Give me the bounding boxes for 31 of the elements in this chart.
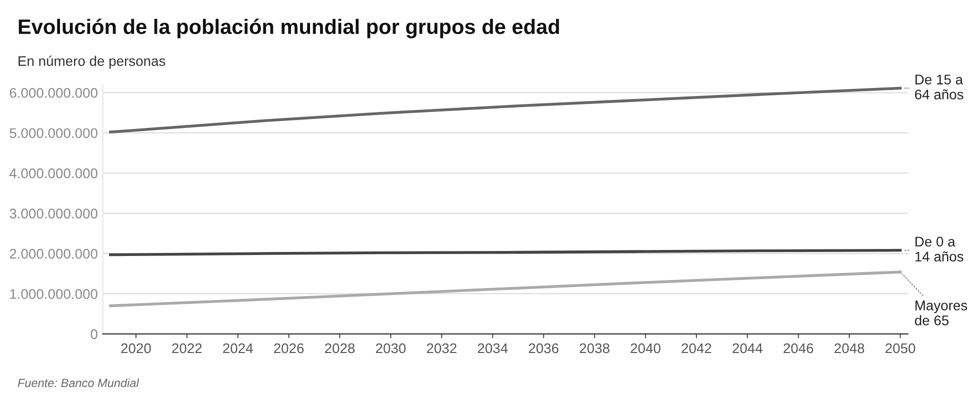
x-tick-label: 2028	[325, 343, 355, 354]
x-tick-label: 2024	[223, 343, 253, 354]
x-tick-label: 2034	[478, 343, 508, 354]
series-label: De 15 a 64 años	[915, 74, 964, 100]
x-tick-label: 2044	[732, 343, 762, 354]
text: Mayores de 65	[914, 300, 968, 326]
x-tick-label: 2026	[274, 343, 304, 354]
line-series	[109, 270, 902, 308]
x-tick-label: 2020	[121, 343, 151, 354]
x-tick-label: 2050	[886, 343, 916, 354]
x-tick-label: 2042	[682, 343, 712, 354]
series-label: De 0 a 14 años	[915, 236, 964, 262]
y-tick-label: 4.000.000.000	[9, 168, 98, 178]
x-tick-label: 2046	[784, 343, 814, 354]
source-note: Fuente: Banco Mundial	[18, 378, 140, 388]
x-tick-label: 2030	[376, 343, 406, 354]
x-tick-label: 2032	[426, 343, 456, 354]
y-tick-label: 0	[90, 329, 98, 340]
y-tick-label: 2.000.000.000	[10, 248, 98, 259]
x-tick-label: 2036	[528, 343, 558, 354]
x-tick-label: 2022	[172, 343, 202, 354]
chart-subtitle: En número de personas	[18, 56, 166, 69]
y-tick-label: 3.000.000.000	[10, 208, 98, 218]
x-tick-label: 2040	[630, 343, 660, 354]
y-tick-label: 5.000.000.000	[10, 128, 98, 138]
line-series	[109, 86, 902, 134]
y-tick-label: 1.000.000.000	[10, 289, 98, 299]
x-tick-label: 2048	[834, 343, 864, 354]
y-tick-label: 6.000.000.000	[10, 88, 98, 98]
chart-title: Evolución de la población mundial por grupos de edad	[18, 18, 559, 38]
x-tick-label: 2038	[580, 343, 610, 354]
